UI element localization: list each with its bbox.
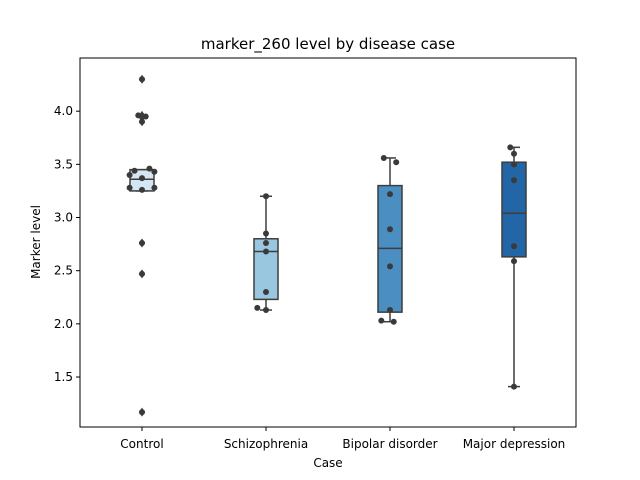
data-point bbox=[146, 165, 153, 172]
box bbox=[501, 161, 527, 258]
plot-area bbox=[126, 74, 527, 417]
data-point bbox=[135, 112, 142, 119]
data-point bbox=[263, 288, 269, 295]
data-point bbox=[139, 118, 145, 125]
data-point bbox=[393, 159, 400, 166]
data-point bbox=[387, 263, 393, 270]
data-point bbox=[139, 409, 145, 416]
data-point bbox=[151, 168, 158, 175]
box-group bbox=[501, 146, 527, 388]
data-point bbox=[139, 175, 145, 182]
y-tick-label: 2.5 bbox=[54, 264, 73, 278]
data-point bbox=[126, 184, 133, 191]
y-axis-label: Marker level bbox=[29, 205, 43, 279]
axes-frame bbox=[79, 57, 577, 428]
data-point bbox=[263, 248, 269, 255]
chart-title: marker_260 level by disease case bbox=[201, 35, 455, 54]
data-point bbox=[139, 270, 145, 277]
data-point bbox=[507, 144, 514, 151]
y-tick-label: 4.0 bbox=[54, 104, 73, 118]
y-axis: 1.5 2.0 2.5 3.0 3.5 4.0 bbox=[54, 104, 80, 384]
data-point bbox=[131, 167, 138, 174]
data-point bbox=[263, 193, 269, 200]
x-tick-label: Major depression bbox=[463, 437, 566, 451]
data-point bbox=[151, 184, 158, 191]
y-tick-label: 3.5 bbox=[54, 157, 73, 171]
data-point bbox=[263, 307, 269, 314]
data-point bbox=[387, 191, 393, 198]
data-point bbox=[378, 317, 385, 324]
y-tick-label: 3.0 bbox=[54, 211, 73, 225]
y-tick-label: 1.5 bbox=[54, 370, 73, 384]
data-point bbox=[139, 240, 145, 247]
x-tick-label: Control bbox=[120, 437, 163, 451]
data-point bbox=[142, 113, 149, 120]
box-group bbox=[377, 157, 403, 323]
data-point bbox=[254, 304, 261, 311]
data-point bbox=[263, 240, 269, 247]
data-point bbox=[387, 307, 393, 314]
data-point bbox=[139, 76, 145, 83]
data-point bbox=[511, 161, 517, 168]
data-point bbox=[511, 150, 517, 157]
x-tick-label: Bipolar disorder bbox=[342, 437, 437, 451]
data-point bbox=[511, 177, 517, 184]
data-point bbox=[390, 318, 397, 325]
data-point bbox=[263, 230, 269, 237]
x-axis: Control Schizophrenia Bipolar disorder Majo… bbox=[120, 427, 565, 451]
data-point bbox=[511, 383, 517, 390]
data-point bbox=[511, 243, 517, 250]
x-axis-label: Case bbox=[313, 456, 342, 470]
data-point bbox=[139, 186, 145, 193]
data-point bbox=[387, 226, 393, 233]
data-point bbox=[126, 171, 133, 178]
data-point bbox=[380, 154, 387, 161]
data-point bbox=[511, 258, 517, 265]
y-tick-label: 2.0 bbox=[54, 317, 73, 331]
x-tick-label: Schizophrenia bbox=[224, 437, 308, 451]
